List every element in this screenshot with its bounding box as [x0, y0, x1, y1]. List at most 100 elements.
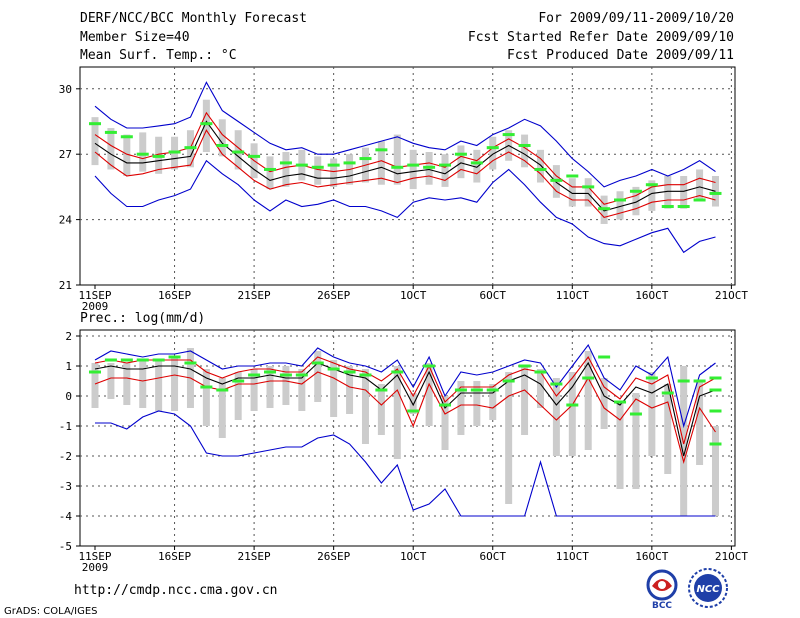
prec-x-tick-label: 6OCT [480, 550, 507, 563]
bcc-logo-text: BCC [652, 601, 672, 610]
prec-range-bar [155, 360, 163, 411]
prec-range-bar [521, 366, 529, 435]
prec-x-tick-label: 16OCT [635, 550, 668, 563]
temp-green-mark [582, 185, 595, 189]
forecast-period-label: For 2009/09/11-2009/10/20 [538, 11, 734, 26]
prec-green-mark [295, 373, 308, 377]
prec-green-mark [216, 388, 229, 392]
prec-green-mark [359, 373, 372, 377]
temp-green-mark [693, 198, 706, 202]
temp-range-bar [91, 117, 99, 166]
temp-range-bar [664, 176, 672, 209]
prec-range-bar [91, 363, 99, 408]
prec-range-bar [584, 351, 592, 450]
temp-range-bar [123, 134, 131, 176]
temp-green-mark [407, 163, 420, 167]
prec-green-mark [152, 358, 165, 362]
temp-range-bar [234, 130, 242, 170]
temp-green-mark [216, 143, 229, 147]
temp-line-max [94, 81, 716, 188]
prec-x-tick-label: 16SEP [158, 550, 191, 563]
prec-range-bar [696, 381, 704, 465]
prec-range-bar [600, 378, 608, 429]
temp-range-bar [377, 141, 385, 185]
temp-green-mark [152, 154, 165, 158]
member-size-label: Member Size=40 [80, 30, 190, 45]
prec-range-bar [330, 360, 338, 417]
temp-y-tick-label: 21 [59, 279, 72, 292]
prec-green-mark [136, 358, 149, 362]
temp-range-bar [568, 178, 576, 207]
prec-green-mark [518, 364, 531, 368]
prec-green-mark [693, 379, 706, 383]
temp-x-tick-label: 21OCT [715, 289, 748, 302]
prec-range-bar [489, 384, 497, 420]
prec-x-tick-label: 11OCT [556, 550, 589, 563]
prec-range-bar [266, 366, 274, 408]
prec-green-mark [614, 400, 627, 404]
temp-range-bar [393, 134, 401, 185]
prec-x-tick-label: 26SEP [317, 550, 350, 563]
prec-range-bar [393, 366, 401, 459]
prec-y-tick-label: -2 [59, 450, 72, 463]
prec-range-bar [171, 357, 179, 411]
temp-green-mark [454, 152, 467, 156]
temp-green-mark [184, 146, 197, 150]
temp-range-bar [521, 134, 529, 168]
prec-line-mean [94, 361, 716, 457]
temp-x-tick-label: 21SEP [238, 289, 271, 302]
prec-range-bar [505, 372, 513, 504]
prec-range-bar [552, 378, 560, 456]
prec-green-mark [311, 361, 324, 365]
temp-green-mark [598, 207, 611, 211]
prec-range-bar [680, 366, 688, 516]
fcst-start-date-label: Fcst Started Refer Date 2009/09/10 [467, 30, 734, 45]
prec-y-tick-label: -3 [59, 480, 72, 493]
prec-range-bar [250, 369, 258, 411]
temp-range-bar [330, 158, 338, 187]
prec-green-mark [502, 379, 515, 383]
temp-line-lower [94, 129, 716, 219]
temp-green-mark [614, 198, 627, 202]
prec-x-tick-label: 1OCT [400, 550, 427, 563]
prec-range-bar [377, 384, 385, 435]
prec-range-bar [568, 372, 576, 456]
temp-range-bar [473, 149, 481, 183]
prec-x-year-label: 2009 [82, 561, 109, 574]
prec-green-mark [709, 442, 722, 446]
prec-range-bar [218, 378, 226, 438]
temp-range-bar [266, 156, 274, 190]
source-url[interactable]: http://cmdp.ncc.cma.gov.cn [74, 583, 278, 598]
temp-range-bar [616, 191, 624, 220]
temp-green-mark [566, 174, 579, 178]
chart-title: DERF/NCC/BCC Monthly Forecast [80, 11, 307, 26]
prec-green-mark [470, 388, 483, 392]
prec-x-tick-label: 11SEP [78, 550, 111, 563]
prec-green-mark [343, 370, 356, 374]
prec-range-bar [441, 396, 449, 450]
temp-green-mark [232, 150, 245, 154]
temp-green-mark [104, 130, 117, 134]
temp-green-mark [375, 148, 388, 152]
prec-range-bar [711, 426, 719, 516]
temp-green-mark [343, 161, 356, 165]
temp-green-mark [248, 154, 261, 158]
temp-line-mean [94, 120, 716, 212]
prec-green-mark [486, 388, 499, 392]
temp-x-tick-label: 16OCT [635, 289, 668, 302]
temp-range-bar [409, 149, 417, 190]
prec-green-mark [375, 388, 388, 392]
ncc-logo-text: NCC [696, 584, 720, 595]
prec-line-upper [94, 355, 716, 445]
temp-panel: 11SEP 16SEP 21SEP 26SEP 1OCT 6OCT 11OCT 16OCT 21… [59, 66, 748, 313]
prec-green-mark [279, 373, 292, 377]
prec-x-tick-label: 21OCT [715, 550, 748, 563]
prec-line-lower [94, 371, 716, 465]
temp-green-mark [391, 165, 404, 169]
temp-green-mark [311, 165, 324, 169]
temp-green-mark [295, 163, 308, 167]
temp-green-mark [327, 163, 340, 167]
prec-green-mark [391, 370, 404, 374]
prec-green-mark [709, 376, 722, 380]
